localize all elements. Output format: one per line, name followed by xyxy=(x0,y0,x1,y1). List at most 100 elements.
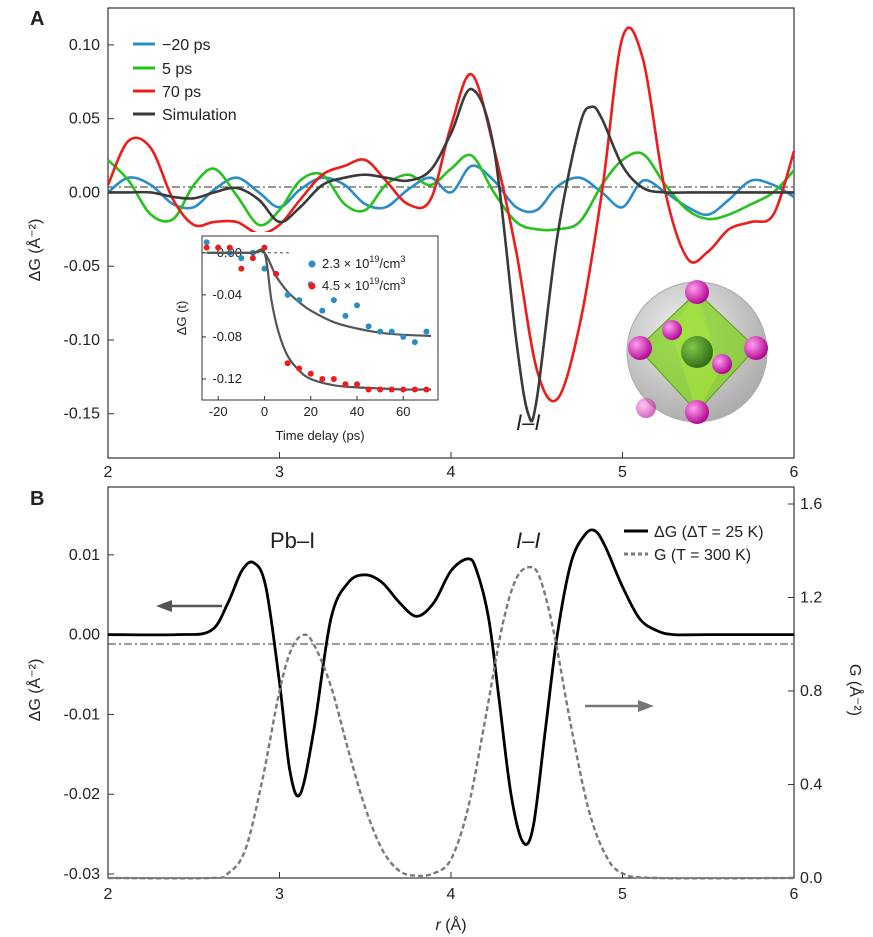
panel-b-series xyxy=(107,528,795,880)
inset-data-point-1 xyxy=(411,386,418,393)
inset-data-point-1 xyxy=(273,270,280,277)
panel-a-label: A xyxy=(30,8,44,30)
inset-data-point-1 xyxy=(365,386,372,393)
panel-b-y-tick-label: 0.01 xyxy=(69,547,100,564)
panel-b-arrow-left xyxy=(156,600,222,612)
panel-b-x-tick-label: 4 xyxy=(447,886,456,903)
inset-y-tick-label: -0.08 xyxy=(212,329,242,344)
inset-data-point-0 xyxy=(284,291,291,298)
inset-y-tick-label: -0.12 xyxy=(212,371,242,386)
panel-b-legend: ΔG (ΔT = 25 K) G (T = 300 K) xyxy=(624,524,764,564)
inset-legend-low-base: 2.3 × 10 xyxy=(322,256,369,271)
panel-b-label: B xyxy=(30,488,44,510)
inset-frame xyxy=(201,235,439,401)
panel-a-x-tick-label: 2 xyxy=(104,464,113,481)
inset-data-point-0 xyxy=(423,328,430,335)
inset-y-tick-label: -0.04 xyxy=(212,287,242,302)
panel-a-series-line-0 xyxy=(107,164,795,217)
panel-a-series-line-1 xyxy=(107,151,795,232)
panel-b-y2-tick-label: 0.4 xyxy=(800,777,822,794)
inset-data-point-0 xyxy=(365,323,372,330)
inset-data-point-1 xyxy=(249,255,256,262)
panel-b-y2-ticks: 0.0 0.4 0.8 1.2 1.6 xyxy=(788,496,822,887)
inset-data-point-0 xyxy=(319,307,326,314)
panel-a-series-line-2 xyxy=(106,26,796,403)
inset-data-point-1 xyxy=(400,386,407,393)
panel-b-y2-tick-label: 1.6 xyxy=(800,496,822,513)
panel-b-x-label: r (Å) xyxy=(435,915,466,934)
inset-legend-low-unit: /cm xyxy=(379,256,400,271)
inset-legend-label-high: 4.5 × 1019/cm3 xyxy=(322,276,405,293)
panel-a-y-tick-label: -0.05 xyxy=(64,258,101,275)
panel-b-annotation-pb-i: Pb–I xyxy=(270,528,315,553)
panel-b-x-ticks: 2 3 4 5 6 xyxy=(104,872,799,903)
panel-b-arrow-right xyxy=(585,700,654,712)
panel-a-series-line-3 xyxy=(108,87,794,423)
panel-b-x-label-var: r xyxy=(435,917,441,934)
panel-b-y2-tick-label: 0.8 xyxy=(800,683,822,700)
inset-x-tick-label: 60 xyxy=(396,404,410,419)
legend-label-70ps: 70 ps xyxy=(162,84,201,101)
inset-x-label: Time delay (ps) xyxy=(275,428,364,443)
inset-legend-label-low: 2.3 × 1019/cm3 xyxy=(322,254,405,271)
panel-b-y-ticks: -0.03 -0.02 -0.01 0.00 0.01 xyxy=(64,547,114,883)
inset-data-point-1 xyxy=(342,381,349,388)
panel-b-y-tick-label: -0.01 xyxy=(64,706,101,723)
inset-data-point-0 xyxy=(330,297,337,304)
panel-b-series-line-1 xyxy=(107,565,795,880)
inset-data-point-1 xyxy=(296,365,303,372)
panel-a-y-tick-label: 0.10 xyxy=(69,37,100,54)
inset-legend-high-base: 4.5 × 10 xyxy=(322,278,369,293)
panel-a-y-ticks: -0.15 -0.10 -0.05 0.00 0.05 0.10 xyxy=(64,37,114,423)
inset-data-point-1 xyxy=(319,375,326,382)
inset-data-point-0 xyxy=(388,328,395,335)
panel-a-x-tick-label: 5 xyxy=(618,464,627,481)
inset-data-point-1 xyxy=(307,370,314,377)
panel-a-annotation-i-i: I–I xyxy=(516,410,540,435)
panel-b-y-tick-label: -0.02 xyxy=(64,786,101,803)
panel-a-y-tick-label: 0.05 xyxy=(69,111,100,128)
inset-data-point-0 xyxy=(377,328,384,335)
inset-data-point-0 xyxy=(354,302,361,309)
panel-a: A 2 3 4 5 6 -0.15 -0.10 -0.05 0.00 0.05 0.10 ΔG (… xyxy=(25,7,799,481)
octahedron-structure-illustration xyxy=(626,280,768,424)
panel-a-y-tick-label: 0.00 xyxy=(69,184,100,201)
inset-data-point-1 xyxy=(423,386,430,393)
legend-label-5ps: 5 ps xyxy=(162,61,192,78)
inset-legend: 2.3 × 1019/cm3 4.5 × 1019/cm3 xyxy=(308,254,405,293)
panel-b-y2-label: G (Å⁻²) xyxy=(846,664,865,716)
inset-data-point-1 xyxy=(215,244,222,251)
inset-data-point-0 xyxy=(203,239,210,246)
inset-legend-low-exp: 19 xyxy=(369,254,379,264)
panel-b-frame xyxy=(107,486,795,879)
panel-b-x-tick-label: 5 xyxy=(618,886,627,903)
inset-legend-high-exp: 19 xyxy=(369,276,379,286)
inset-x-tick-label: -20 xyxy=(209,404,228,419)
panel-a-y-tick-label: -0.10 xyxy=(64,332,101,349)
inset-legend-low-sup: 3 xyxy=(400,254,405,264)
inset-data-point-0 xyxy=(296,297,303,304)
panel-a-legend: −20 ps 5 ps 70 ps Simulation xyxy=(133,37,237,124)
panel-a-x-ticks: 2 3 4 5 6 xyxy=(104,452,799,481)
inset-y-label: ΔG (t) xyxy=(174,301,189,336)
inset-legend-marker-low xyxy=(308,260,316,268)
panel-b-y-label: ΔG (Å⁻²) xyxy=(25,659,44,722)
panel-b-x-tick-label: 6 xyxy=(790,886,799,903)
inset-data-point-1 xyxy=(261,244,268,251)
inset-data-point-1 xyxy=(226,244,233,251)
inset-data-point-0 xyxy=(261,265,268,272)
panel-b-y2-tick-label: 0.0 xyxy=(800,870,822,887)
panel-a-x-tick-label: 3 xyxy=(275,464,284,481)
panel-b-y-tick-label: 0.00 xyxy=(69,627,100,644)
panel-b-series-line-0 xyxy=(107,528,794,846)
inset-x-ticks: -20 0 20 40 60 xyxy=(209,396,411,419)
inset-x-tick-label: 40 xyxy=(350,404,364,419)
panel-b-x-tick-label: 3 xyxy=(275,886,284,903)
inset-data-point-1 xyxy=(354,381,361,388)
inset-x-tick-label: 20 xyxy=(304,404,318,419)
panel-b-y2-tick-label: 1.2 xyxy=(800,590,822,607)
legend-label-simulation: Simulation xyxy=(162,107,237,124)
